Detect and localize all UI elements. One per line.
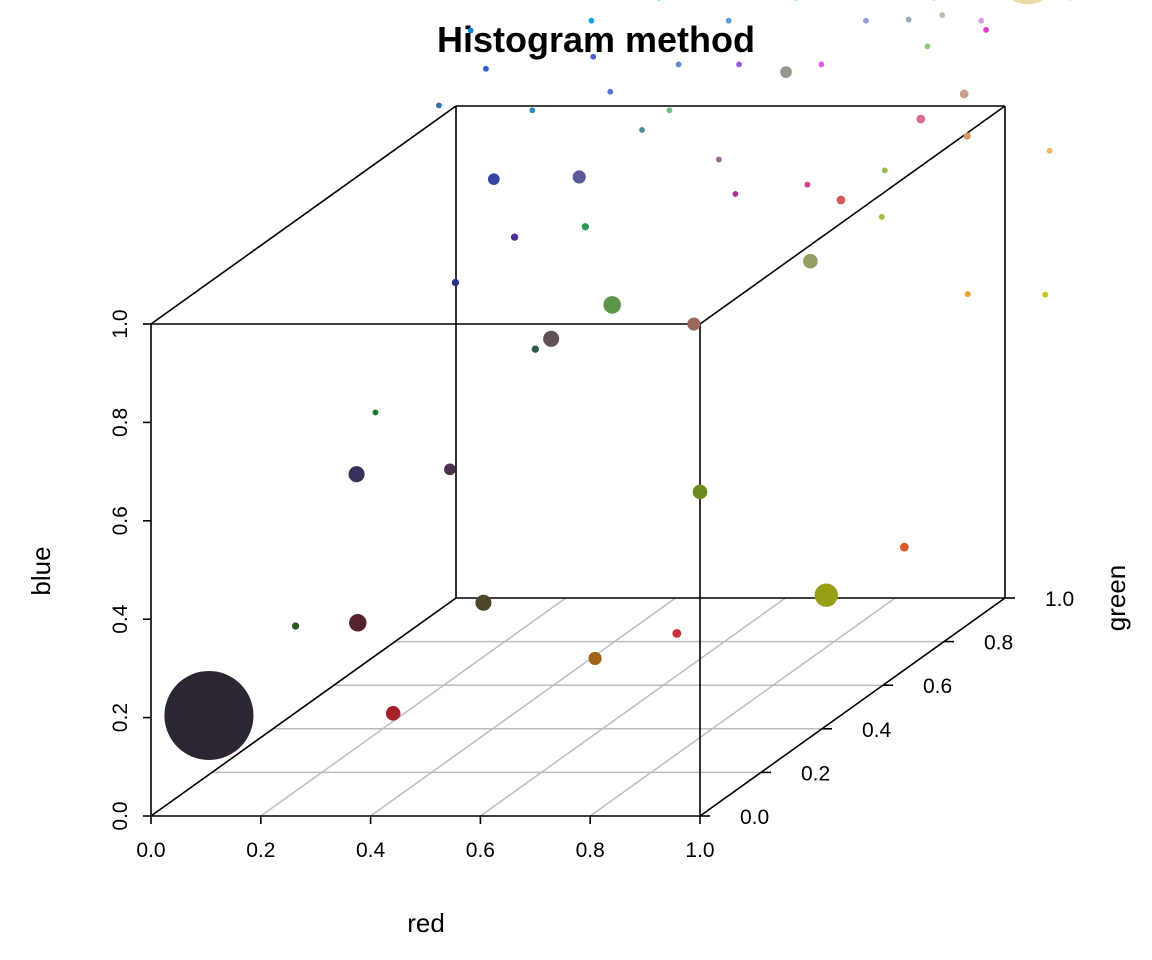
x-tick-label: 0.0	[136, 839, 165, 862]
y-tick-label: 0.8	[984, 632, 1013, 655]
z-tick-label: 0.8	[109, 408, 132, 437]
data-point	[931, 0, 936, 1]
y-tick-label: 1.0	[1045, 588, 1074, 611]
axis-ticks: 0.0 0.2 0.4 0.6 0.8 1.0 0.0 0.2 0.4 0.6 0.8 1.0 0.0 0…	[109, 309, 1074, 862]
y-axis-label: green	[1101, 565, 1131, 632]
data-point	[964, 291, 971, 297]
data-point	[572, 170, 586, 184]
grid-line-x	[479, 597, 786, 817]
data-point	[803, 253, 818, 269]
box-edge	[150, 105, 457, 325]
y-tick-label: 0.4	[862, 719, 892, 742]
data-point	[475, 594, 492, 611]
x-tick-label: 0.4	[356, 839, 386, 862]
data-point	[590, 53, 597, 60]
data-point	[814, 583, 838, 607]
z-tick-label: 0.0	[109, 801, 132, 830]
data-point	[959, 89, 969, 99]
z-tick-label: 1.0	[109, 309, 132, 338]
z-axis-label: blue	[26, 546, 56, 595]
data-point	[924, 43, 931, 50]
data-point	[818, 61, 825, 68]
data-point	[543, 330, 560, 347]
data-point	[531, 345, 539, 353]
data-point	[1046, 147, 1053, 154]
data-point	[836, 195, 846, 205]
data-point	[588, 651, 602, 665]
plot-box	[150, 105, 1006, 817]
data-point	[978, 17, 985, 24]
x-tick-label: 1.0	[685, 839, 714, 862]
data-point	[529, 107, 536, 114]
data-point	[939, 12, 946, 19]
data-point	[164, 670, 254, 761]
data-point	[581, 223, 589, 231]
data-point	[736, 61, 742, 68]
data-point	[725, 17, 732, 24]
data-point	[899, 542, 909, 552]
data-point	[804, 181, 811, 188]
data-point	[487, 173, 500, 186]
x-axis-label: red	[407, 908, 445, 938]
data-point	[672, 629, 682, 638]
data-point	[983, 27, 990, 33]
data-point	[436, 102, 442, 109]
data-point	[963, 132, 971, 140]
z-tick-label: 0.6	[109, 506, 132, 535]
data-point	[780, 66, 792, 78]
data-point	[291, 622, 300, 630]
z-tick-label: 0.4	[109, 604, 132, 634]
y-tick-label: 0.6	[923, 675, 952, 698]
x-tick-label: 0.8	[576, 839, 605, 862]
data-point	[692, 484, 708, 500]
x-tick-label: 0.2	[246, 839, 275, 862]
box-edge	[699, 597, 1006, 817]
data-point	[715, 156, 722, 163]
data-point	[916, 114, 926, 124]
data-point	[863, 17, 869, 24]
chart-title: Histogram method	[437, 19, 755, 60]
y-tick-label: 0.2	[801, 762, 830, 785]
data-point	[639, 127, 645, 133]
data-point	[794, 0, 799, 1]
grid-line-x	[589, 597, 896, 817]
data-point	[878, 214, 885, 220]
data-point	[607, 88, 614, 95]
data-point	[657, 0, 662, 1]
data-point	[372, 409, 379, 416]
data-point	[467, 27, 474, 34]
data-point	[385, 706, 401, 721]
data-point	[732, 191, 739, 197]
z-tick-label: 0.2	[109, 703, 132, 732]
grid-line-x	[370, 597, 677, 817]
data-point	[1069, 0, 1073, 1]
data-point	[675, 61, 682, 68]
box-edge	[699, 105, 1006, 325]
data-point	[666, 107, 673, 114]
box-edge	[150, 597, 457, 817]
data-point	[603, 296, 621, 314]
data-point	[444, 463, 456, 476]
data-point	[451, 278, 460, 287]
data-point	[881, 167, 888, 174]
data-point	[1011, 0, 1044, 5]
data-points	[164, 0, 1073, 761]
data-point	[1042, 291, 1049, 298]
y-tick-label: 0.0	[740, 806, 769, 829]
data-point	[510, 233, 519, 241]
x-tick-label: 0.6	[466, 839, 495, 862]
data-point	[687, 317, 701, 331]
data-point	[349, 614, 367, 632]
floor-grid	[212, 597, 944, 817]
data-point	[588, 17, 595, 24]
data-point	[482, 65, 489, 72]
data-point	[348, 466, 365, 483]
grid-line-x	[260, 597, 567, 817]
data-point	[905, 16, 912, 23]
